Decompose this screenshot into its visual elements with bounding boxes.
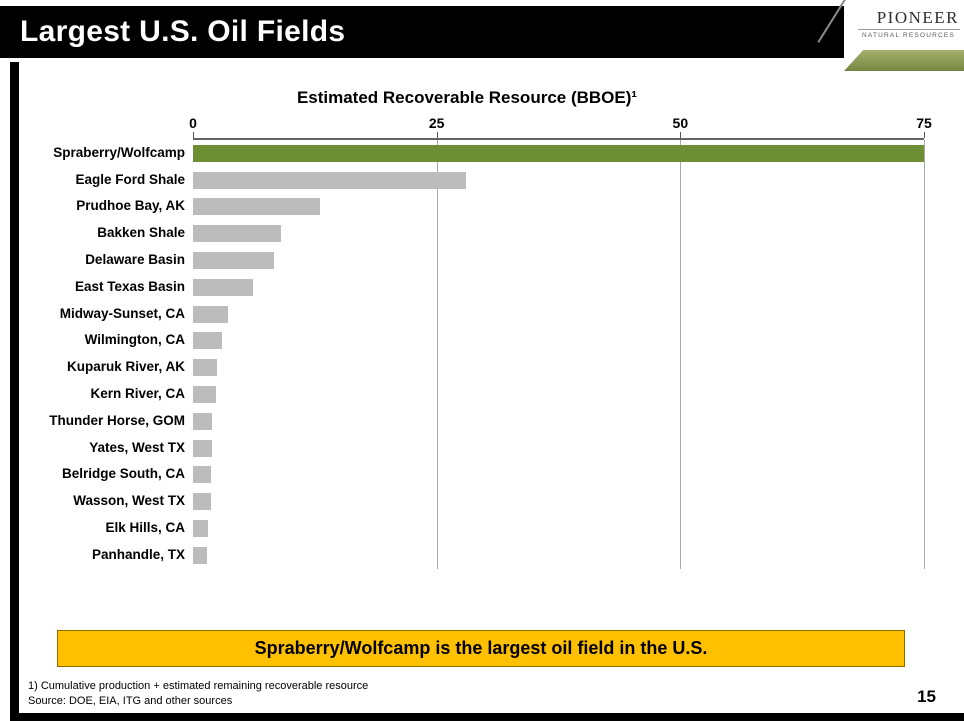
- category-label: Wilmington, CA: [84, 332, 185, 348]
- category-label: Delaware Basin: [85, 252, 185, 268]
- bar: [193, 252, 274, 270]
- bar-row: [193, 435, 924, 462]
- category-label: Spraberry/Wolfcamp: [53, 144, 185, 160]
- bar: [193, 198, 320, 216]
- footnote-line: 1) Cumulative production + estimated rem…: [28, 680, 369, 693]
- bar: [193, 546, 207, 564]
- bar-row: [193, 381, 924, 408]
- footnote-line: Source: DOE, EIA, ITG and other sources: [28, 695, 233, 708]
- bar-row: [193, 301, 924, 328]
- category-label: Prudhoe Bay, AK: [76, 198, 185, 214]
- plot-area: [193, 138, 925, 569]
- pioneer-logo: PIONEER NATURAL RESOURCES: [817, 0, 964, 72]
- bar-row: [193, 140, 924, 167]
- bar-row: [193, 220, 924, 247]
- bar-chart: Estimated Recoverable Resource (BBOE)¹ 0…: [10, 88, 932, 569]
- logo-name: PIONEER: [876, 8, 959, 27]
- axis-tick-mark: [680, 132, 682, 138]
- page-number: 15: [917, 687, 936, 706]
- axis-labels: 0 25 50 75: [189, 110, 932, 138]
- header-bar: Largest U.S. Oil Fields: [0, 6, 845, 58]
- axis-tick-mark: [193, 132, 194, 138]
- category-labels: Spraberry/Wolfcamp Eagle Ford Shale Prudho…: [10, 139, 193, 568]
- axis-tick-label: 25: [428, 115, 445, 131]
- left-black-strip: [10, 62, 19, 721]
- category-label: Kuparuk River, AK: [66, 359, 185, 375]
- bar-row: [193, 462, 924, 489]
- bar: [193, 225, 281, 243]
- gridline: [680, 140, 682, 569]
- chart-title: Estimated Recoverable Resource (BBOE)¹: [296, 88, 638, 107]
- bar-row: [193, 408, 924, 435]
- bar-row: [193, 274, 924, 301]
- bar: [193, 386, 217, 404]
- bar-highlighted: [193, 144, 924, 162]
- category-label: Yates, West TX: [89, 439, 185, 455]
- bar: [193, 493, 211, 511]
- category-label: Belridge South, CA: [61, 466, 185, 482]
- axis-tick-mark: [436, 132, 438, 138]
- logo-band-icon: [844, 50, 964, 71]
- footnotes: 1) Cumulative production + estimated rem…: [28, 679, 368, 709]
- category-label: Kern River, CA: [90, 386, 185, 402]
- gridline: [436, 140, 438, 569]
- category-label: Thunder Horse, GOM: [49, 412, 185, 428]
- callout-box: Spraberry/Wolfcamp is the largest oil fi…: [57, 630, 905, 667]
- category-label: Midway-Sunset, CA: [59, 305, 185, 321]
- axis-tick-label: 75: [916, 115, 932, 131]
- axis-tick-label: 0: [189, 115, 197, 131]
- bar-row: [193, 167, 924, 194]
- bar: [193, 412, 213, 430]
- bottom-black-strip: [10, 713, 964, 721]
- axis-tick-mark: [924, 132, 925, 138]
- category-label: Eagle Ford Shale: [75, 171, 185, 187]
- plot-wrap: Spraberry/Wolfcamp Eagle Ford Shale Prudho…: [10, 138, 925, 569]
- slide-title: Largest U.S. Oil Fields: [20, 15, 346, 48]
- bar-row: [193, 354, 924, 381]
- bar-row: [193, 247, 924, 274]
- bar: [193, 171, 466, 189]
- category-label: Bakken Shale: [97, 225, 185, 241]
- bar: [193, 359, 218, 377]
- bar-row: [193, 488, 924, 515]
- bar-row: [193, 515, 924, 542]
- bar: [193, 520, 208, 538]
- bar: [193, 439, 212, 457]
- gridline: [924, 140, 925, 569]
- axis-tick-label: 50: [672, 115, 689, 131]
- bar: [193, 305, 229, 323]
- callout-text: Spraberry/Wolfcamp is the largest oil fi…: [254, 638, 708, 658]
- bar: [193, 332, 223, 350]
- logo-subtitle: NATURAL RESOURCES: [858, 29, 960, 39]
- category-label: East Texas Basin: [74, 278, 185, 294]
- bar: [193, 278, 254, 296]
- bar: [193, 466, 211, 484]
- bar-row: [193, 328, 924, 355]
- bar-row: [193, 542, 924, 569]
- bar-row: [193, 194, 924, 221]
- category-label: Elk Hills, CA: [105, 520, 185, 536]
- category-label: Wasson, West TX: [73, 493, 185, 509]
- category-label: Panhandle, TX: [91, 546, 185, 562]
